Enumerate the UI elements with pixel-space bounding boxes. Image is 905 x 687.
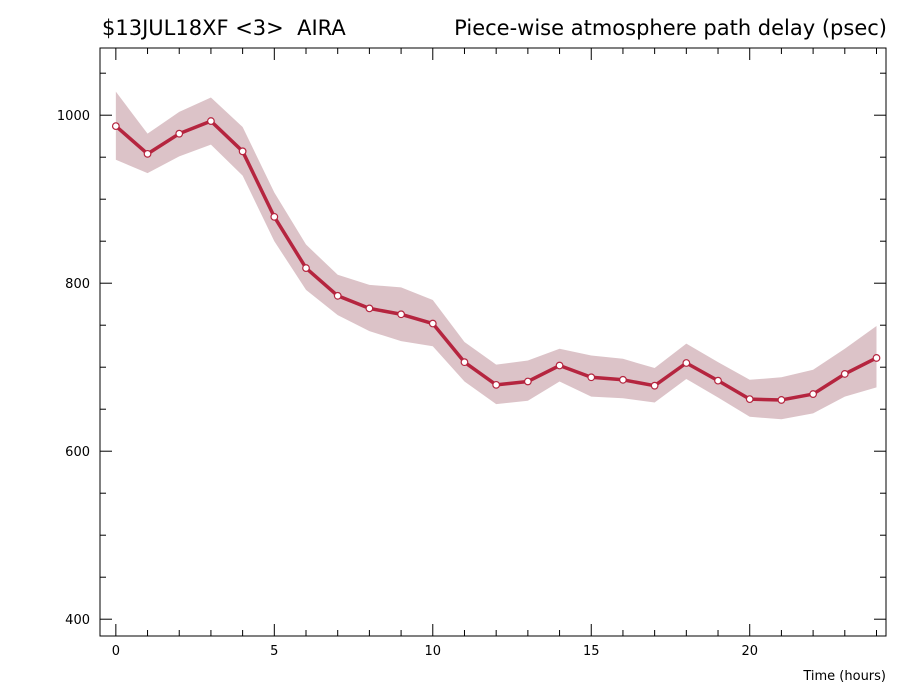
- data-point: [397, 310, 405, 319]
- station-label: AIRA: [297, 16, 346, 40]
- y-tick-label: 400: [65, 613, 90, 628]
- data-point: [365, 304, 374, 313]
- y-tick-label: 1000: [57, 109, 90, 124]
- data-point: [682, 359, 691, 367]
- x-tick-label: 15: [583, 644, 600, 659]
- data-point: [650, 381, 659, 390]
- tick-label-layer: 0 5 10 15 20 400 600 800 1000: [57, 109, 758, 659]
- data-point: [111, 122, 120, 131]
- y-tick-label: 600: [65, 445, 90, 460]
- data-point: [143, 149, 152, 158]
- data-point: [302, 264, 310, 272]
- data-point: [460, 358, 469, 367]
- data-point: [777, 396, 786, 404]
- data-point: [587, 373, 596, 382]
- error-band-layer: [115, 91, 877, 420]
- x-tick-label: 10: [425, 644, 442, 659]
- data-point: [238, 147, 247, 156]
- data-point: [333, 291, 342, 300]
- data-point: [840, 370, 849, 378]
- x-tick-label: 5: [270, 644, 278, 659]
- data-point: [714, 376, 722, 385]
- data-point: [207, 117, 215, 125]
- error-band: [115, 91, 877, 420]
- tick-layer: [100, 48, 886, 636]
- y-tick-label: 800: [65, 277, 90, 292]
- data-point: [175, 129, 184, 138]
- data-point: [872, 354, 881, 362]
- data-point: [809, 390, 818, 398]
- plot-frame: [99, 47, 887, 637]
- experiment-label: $13JUL18XF <3>: [102, 16, 284, 40]
- data-point: [428, 319, 437, 328]
- data-point: [555, 361, 564, 370]
- data-point: [523, 377, 532, 386]
- data-point-layer: [111, 117, 881, 404]
- x-tick-label: 0: [112, 644, 120, 659]
- data-point: [492, 380, 501, 389]
- x-tick-label: 20: [741, 644, 758, 659]
- x-axis-label: Time (hours): [802, 669, 886, 684]
- chart-title: Piece-wise atmosphere path delay (psec): [454, 16, 887, 40]
- chart-title-experiment: $13JUL18XF <3> AIRA: [102, 16, 346, 40]
- data-point: [745, 395, 754, 404]
- data-point: [619, 375, 627, 384]
- data-point: [270, 212, 279, 221]
